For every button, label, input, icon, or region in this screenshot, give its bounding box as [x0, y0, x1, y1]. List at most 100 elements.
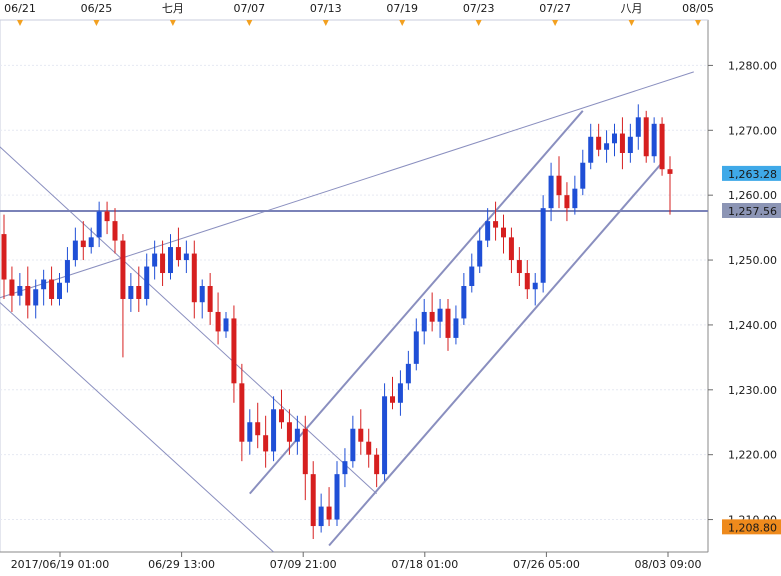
- candle-body-25: [199, 286, 205, 303]
- candle-body-7: [57, 282, 62, 299]
- price-marker-label-0: 1,263.28: [728, 168, 777, 181]
- candle-body-27: [215, 311, 221, 332]
- candle-body-65: [516, 260, 522, 274]
- time-tick-label-1: 06/29 13:00: [148, 558, 215, 571]
- candle-body-36: [286, 422, 292, 442]
- candle-body-14: [112, 221, 118, 241]
- price-marker-box-2: [722, 519, 781, 535]
- candle-body-58: [461, 286, 467, 319]
- top-date-marker-4: [322, 20, 329, 26]
- candle-body-45: [358, 428, 364, 442]
- price-marker-label-2: 1,208.80: [728, 521, 777, 534]
- trendline-4: [328, 162, 663, 547]
- candle-body-69: [548, 175, 554, 209]
- top-date-label-0: 06/21: [4, 2, 36, 15]
- top-date-marker-2: [169, 20, 176, 26]
- candle-body-15: [120, 240, 126, 299]
- time-axis: 2017/06/19 01:00 06/29 13:00 07/09 21:00 07…: [11, 552, 702, 571]
- candle-body-20: [160, 253, 166, 274]
- candle-body-48: [382, 396, 388, 475]
- candle-body-82: [651, 123, 657, 157]
- price-tick-label-3: 1,250.00: [728, 254, 777, 267]
- top-date-label-9: 08/05: [682, 2, 714, 15]
- candle-body-23: [183, 253, 189, 261]
- candle-body-44: [350, 428, 356, 462]
- candle-body-52: [413, 331, 419, 364]
- candle-body-30: [239, 383, 245, 442]
- candle-body-19: [152, 253, 158, 267]
- candle-body-37: [294, 428, 300, 442]
- candle-body-5: [41, 279, 47, 290]
- candle-body-62: [493, 221, 499, 228]
- price-tick-label-0: 1,280.00: [728, 59, 777, 72]
- candle-body-39: [310, 474, 316, 527]
- candle-body-17: [136, 286, 142, 299]
- candle-body-81: [643, 117, 649, 157]
- top-date-marker-1: [93, 20, 100, 26]
- top-date-label-2: 七月: [162, 2, 184, 15]
- candle-body-78: [619, 133, 625, 153]
- trendline-1: [0, 301, 274, 553]
- candle-body-8: [64, 260, 70, 283]
- top-date-label-8: 八月: [621, 2, 643, 15]
- top-date-marker-7: [552, 20, 559, 26]
- top-date-marker-6: [475, 20, 482, 26]
- price-tick-label-6: 1,220.00: [728, 449, 777, 462]
- trendline-2: [0, 71, 694, 299]
- time-tick-label-3: 07/18 01:00: [391, 558, 458, 571]
- candle-body-11: [88, 237, 94, 248]
- candle-body-43: [342, 461, 348, 475]
- top-date-label-4: 07/13: [310, 2, 342, 15]
- candle-body-3: [25, 286, 31, 306]
- candle-body-38: [302, 428, 308, 475]
- candle-body-12: [96, 211, 102, 238]
- top-date-marker-0: [17, 20, 23, 26]
- candle-body-49: [390, 396, 395, 403]
- candle-body-24: [191, 253, 197, 303]
- top-date-marker-3: [246, 20, 253, 26]
- price-tick-label-5: 1,230.00: [728, 384, 777, 397]
- candle-body-77: [612, 133, 617, 144]
- price-tick-label-4: 1,240.00: [728, 319, 777, 332]
- candle-body-47: [374, 454, 380, 475]
- candle-body-66: [524, 273, 530, 290]
- candle-body-6: [49, 279, 55, 299]
- plot-area: [0, 19, 709, 553]
- top-date-axis: 06/21 06/25 七月 07/07 07/13 07/19 07/23 07/27 八月 0…: [4, 2, 714, 26]
- price-marker-box-0: [722, 165, 781, 181]
- candle-body-28: [223, 318, 229, 332]
- time-tick-label-5: 08/03 09:00: [635, 558, 702, 571]
- candle-body-35: [279, 409, 284, 423]
- candle-body-75: [596, 136, 602, 150]
- candle-body-55: [437, 308, 443, 322]
- top-date-label-7: 07/27: [539, 2, 571, 15]
- top-date-marker-9: [695, 20, 701, 26]
- candle-body-21: [168, 247, 173, 274]
- candle-body-22: [175, 247, 181, 261]
- candle-body-16: [128, 286, 134, 299]
- candle-body-67: [532, 282, 538, 290]
- top-date-label-3: 07/07: [233, 2, 265, 15]
- top-date-label-5: 07/19: [386, 2, 418, 15]
- candle-body-2: [17, 286, 23, 296]
- candle-body-13: [104, 211, 110, 222]
- candle-body-68: [540, 208, 546, 283]
- candle-body-29: [231, 318, 237, 384]
- candle-body-56: [445, 308, 451, 338]
- price-marker-label-1: 1,257.56: [728, 205, 777, 218]
- candle-body-34: [271, 409, 277, 452]
- candle-body-72: [572, 188, 578, 209]
- trendline-0: [0, 146, 377, 494]
- candle-body-33: [263, 435, 269, 452]
- time-tick-label-2: 07/09 21:00: [270, 558, 337, 571]
- top-date-label-1: 06/25: [81, 2, 113, 15]
- top-date-marker-8: [628, 20, 635, 26]
- candle-body-0: [1, 234, 7, 280]
- candle-body-74: [588, 136, 594, 163]
- candle-body-10: [80, 240, 86, 248]
- candle-body-83: [659, 123, 665, 170]
- candle-body-41: [326, 506, 332, 520]
- candle-body-9: [72, 240, 78, 261]
- price-axis: 1,280.00 1,270.00 1,260.00 1,250.00 1,240.00…: [708, 59, 777, 527]
